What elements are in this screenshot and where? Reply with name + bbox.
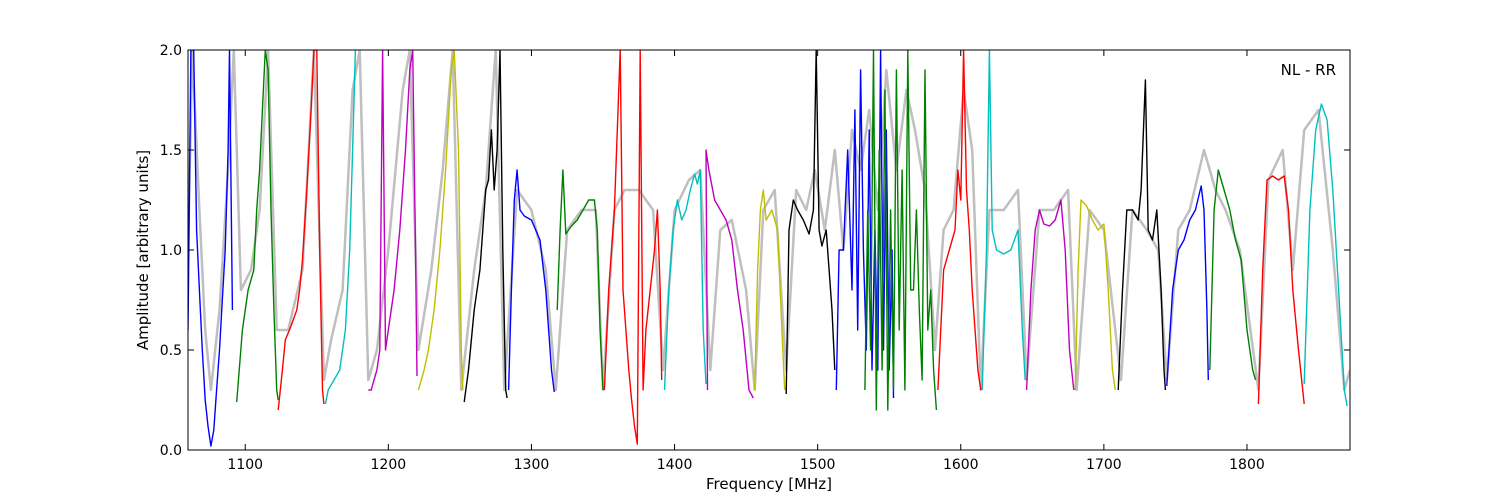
x-tick-label: 1200: [371, 457, 407, 473]
y-tick-label: 2.0: [160, 43, 182, 59]
x-axis-label: Frequency [MHz]: [706, 475, 832, 493]
x-tick-label: 1500: [800, 457, 836, 473]
series-line-18: [981, 50, 1026, 391]
series-line-4: [324, 50, 357, 405]
series-line-20: [1074, 199, 1116, 391]
series-line-14: [785, 50, 836, 395]
y-tick-label: 0.5: [160, 343, 182, 359]
series-line-12: [705, 149, 754, 399]
x-tick-label: 1800: [1229, 457, 1265, 473]
series-line-8: [507, 169, 555, 393]
series-line-23: [1209, 169, 1257, 381]
series-line-9: [556, 169, 604, 391]
x-tick-label: 1600: [943, 457, 979, 473]
series-line-24: [1257, 175, 1305, 405]
y-axis: 0.0 0.5 1.0 1.5 2.0: [160, 43, 1350, 459]
reference-layer: [188, 50, 1350, 392]
x-axis: 1100 1200 1300 1400 1500 1600 1700 1800: [227, 50, 1265, 473]
series-line-3: [277, 50, 325, 411]
x-tick-label: 1300: [514, 457, 550, 473]
y-axis-label: Amplitude [arbitrary units]: [134, 150, 152, 350]
series-layer: [188, 50, 1348, 447]
x-tick-label: 1400: [657, 457, 693, 473]
series-line-10: [603, 50, 663, 445]
panel-annotation: NL - RR: [1281, 61, 1336, 79]
series-line-5: [368, 50, 418, 391]
series-line-11: [663, 169, 707, 391]
series-line-13: [754, 189, 786, 391]
series-line-22: [1166, 185, 1209, 387]
series-line-2: [236, 50, 279, 403]
y-tick-label: 0.0: [160, 443, 182, 459]
series-line-25: [1303, 103, 1348, 407]
series-line-19: [1025, 199, 1075, 391]
x-tick-label: 1700: [1086, 457, 1122, 473]
series-line-17: [937, 50, 982, 391]
series-line-1: [188, 50, 234, 447]
y-tick-label: 1.0: [160, 243, 182, 259]
series-line-21: [1117, 79, 1167, 391]
x-tick-label: 1100: [227, 457, 263, 473]
series-line-7: [463, 50, 508, 403]
reference-trace: [188, 50, 1350, 392]
series-line-16: [864, 50, 938, 411]
series-line-6: [417, 50, 464, 391]
y-tick-label: 1.5: [160, 143, 182, 159]
